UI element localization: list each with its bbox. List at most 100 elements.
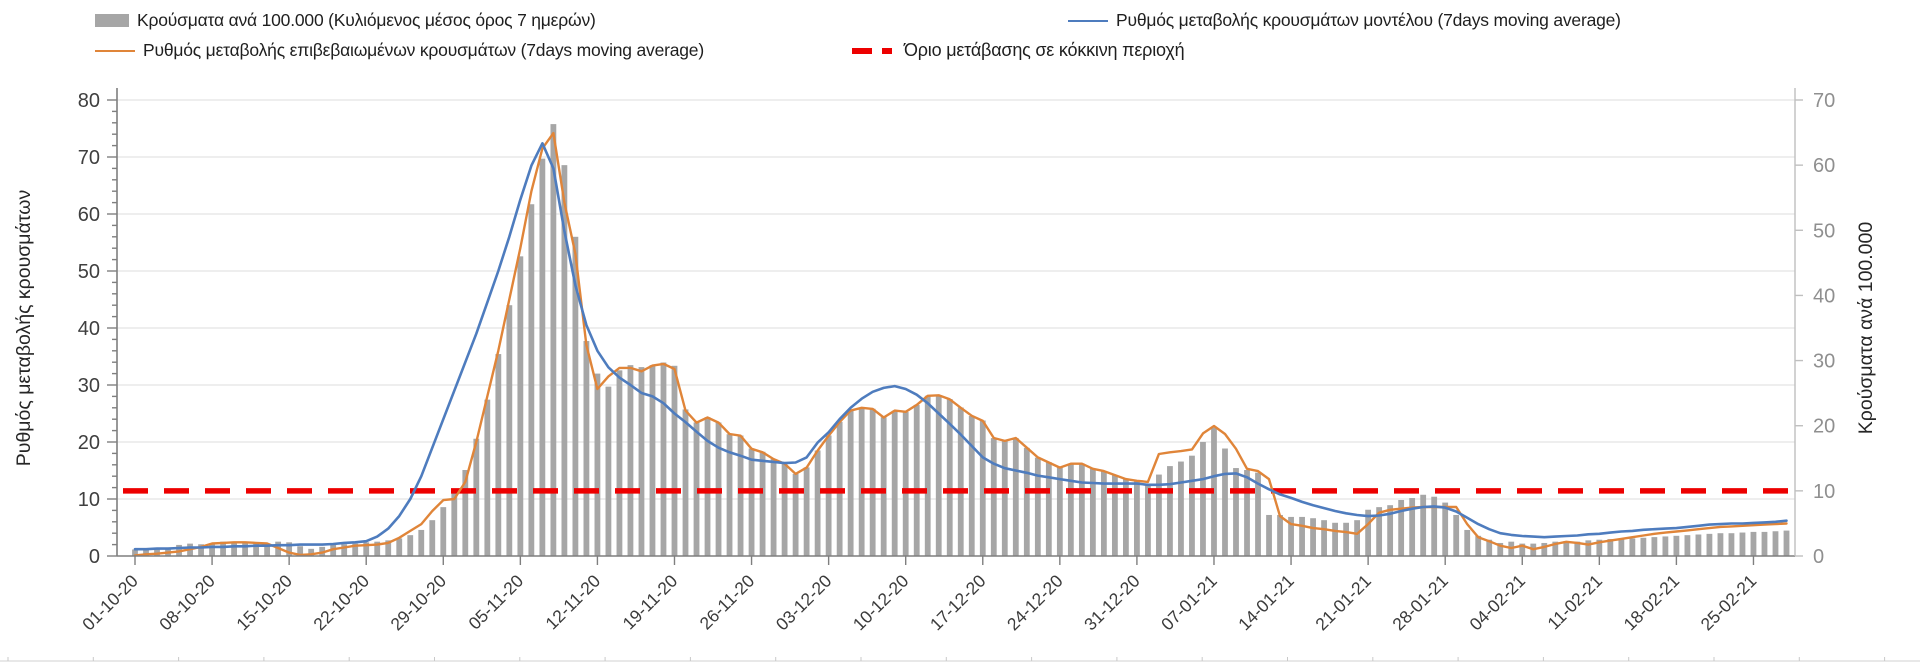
bar (396, 538, 403, 556)
bar (1365, 509, 1372, 556)
bar (1056, 467, 1063, 556)
bar (627, 365, 634, 556)
bar (1772, 531, 1779, 556)
legend-label: Ρυθμός μεταβολής επιβεβαιωμένων κρουσμάτ… (143, 40, 704, 60)
bar (484, 399, 491, 556)
bar (1178, 461, 1184, 556)
bar (451, 489, 458, 556)
bar (1354, 520, 1361, 556)
blue-line-swatch-icon (1068, 19, 1108, 22)
bar (1012, 438, 1019, 556)
bar (440, 507, 447, 556)
bar (1695, 534, 1702, 556)
bar (374, 541, 381, 556)
left-axis-tick-label: 80 (78, 90, 100, 112)
red-dash-swatch-icon (852, 47, 896, 54)
bar (1222, 448, 1228, 556)
bar (781, 463, 788, 556)
x-axis-date-label: 10-12-20 (849, 571, 913, 635)
bar (814, 450, 821, 556)
bar (660, 362, 667, 556)
bar (1409, 498, 1416, 556)
bar (495, 354, 502, 556)
bar (957, 407, 964, 556)
x-axis-date-label: 14-01-21 (1234, 571, 1298, 635)
bar (1431, 496, 1438, 556)
bar (308, 548, 315, 556)
bar (704, 417, 711, 556)
bar (968, 415, 975, 556)
bar (517, 256, 524, 556)
bar (1078, 463, 1085, 556)
bar (1255, 472, 1261, 556)
bar (1398, 499, 1405, 556)
bar (1123, 479, 1129, 556)
bar (1089, 468, 1096, 556)
bar (616, 370, 623, 556)
bar (1023, 447, 1030, 556)
bar (154, 548, 160, 556)
bar (1585, 540, 1592, 556)
bar (1783, 530, 1790, 556)
x-axis-date-label: 28-01-21 (1388, 571, 1452, 635)
left-axis-tick-label: 60 (78, 204, 100, 226)
x-axis-date-label: 17-12-20 (926, 571, 990, 635)
bar (693, 422, 700, 556)
right-axis-tick-label: 40 (1813, 285, 1835, 307)
left-axis-tick-label: 50 (78, 261, 100, 283)
bar (1145, 483, 1151, 556)
left-axis-tick-label: 30 (78, 375, 100, 397)
bar (880, 417, 887, 556)
bar (286, 542, 293, 556)
bar (935, 395, 942, 556)
x-axis-date-label: 08-10-20 (155, 571, 219, 635)
right-axis-tick-label: 50 (1813, 220, 1835, 242)
x-axis-date-label: 19-11-20 (619, 571, 682, 634)
bar (418, 529, 425, 556)
bar (803, 467, 810, 556)
bar (330, 544, 337, 556)
x-axis-date-label: 12-11-20 (541, 571, 604, 634)
bar (1761, 531, 1768, 556)
bar (1332, 522, 1338, 556)
x-axis-date-label: 07-01-21 (1157, 571, 1221, 635)
bar (1607, 539, 1614, 556)
bar (1563, 541, 1570, 556)
x-axis-date-label: 11-02-21 (1543, 571, 1606, 634)
x-axis-date-label: 22-10-20 (309, 571, 373, 635)
left-axis-tick-label: 20 (78, 432, 100, 454)
bar (1596, 539, 1603, 556)
bar (1442, 502, 1449, 556)
legend-label: Όριο μετάβασης σε κόκκινη περιοχή (904, 40, 1185, 60)
bar (462, 470, 469, 556)
bar (385, 540, 392, 556)
right-axis-tick-label: 10 (1813, 481, 1835, 503)
x-axis-date-label: 01-10-20 (78, 571, 142, 635)
bar (550, 124, 557, 557)
bar (1034, 457, 1041, 556)
bar (1728, 533, 1735, 556)
legend-label: Ρυθμός μεταβολής κρουσμάτων μοντέλου (7d… (1116, 10, 1621, 30)
bar (759, 451, 766, 556)
bar (572, 236, 579, 557)
bar (132, 549, 138, 556)
right-axis-tick-label: 70 (1813, 90, 1835, 112)
bar (1706, 533, 1713, 556)
right-axis-tick-label: 30 (1813, 351, 1835, 373)
legend-item-red-threshold: Όριο μετάβασης σε κόκκινη περιοχή (852, 40, 1185, 61)
bar (1640, 537, 1647, 556)
bar (1321, 520, 1327, 556)
bar (924, 395, 931, 556)
bar (1739, 532, 1746, 556)
bar (1552, 541, 1559, 556)
bar (1651, 537, 1658, 556)
bar (913, 404, 920, 556)
bar (1541, 542, 1548, 556)
bar (682, 409, 689, 556)
bar (539, 158, 546, 556)
bar (1464, 529, 1471, 556)
left-axis-tick-label: 10 (78, 489, 100, 511)
x-axis-date-label: 04-02-21 (1465, 571, 1529, 635)
legend-label: Κρούσματα ανά 100.000 (Κυλιόμενος μέσος … (137, 10, 596, 30)
x-axis-date-label: 15-10-20 (232, 571, 296, 635)
